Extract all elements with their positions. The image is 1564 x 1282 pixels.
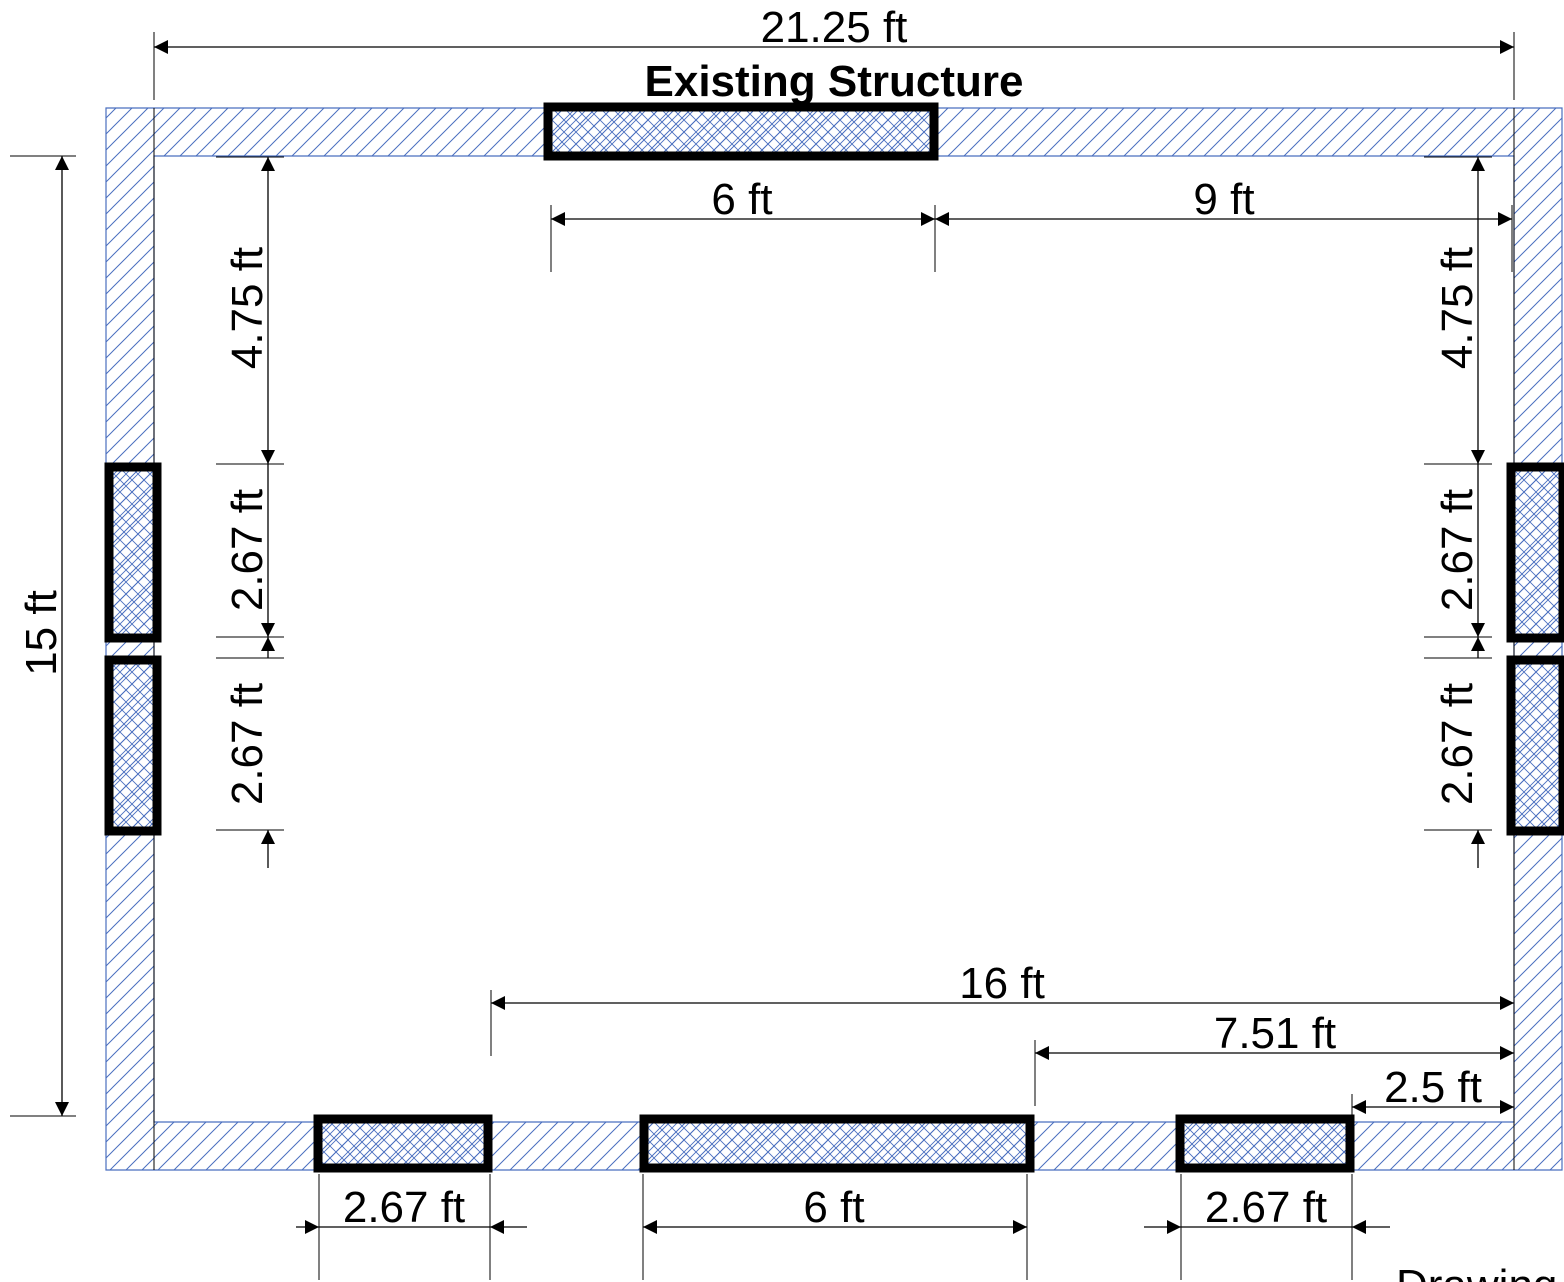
right-top-offset-label: 4.75 ft xyxy=(1433,247,1482,369)
right-window-1 xyxy=(1506,462,1564,643)
left-window-1-label: 2.67 ft xyxy=(223,489,272,611)
dimension-bottom-16: 16 ft xyxy=(490,959,1515,1100)
right-window-1-label: 2.67 ft xyxy=(1433,489,1482,611)
bottom-door-mid-label: 6 ft xyxy=(803,1183,864,1232)
dimension-right-side: 4.75 ft 2.67 ft 2.67 ft xyxy=(1424,156,1492,868)
right-window-2-label: 2.67 ft xyxy=(1433,683,1482,805)
overall-height-label: 15 ft xyxy=(17,590,66,676)
left-window-2 xyxy=(104,655,162,836)
dimension-bottom-25: 2.5 ft xyxy=(1351,1063,1514,1118)
bottom-window-right-label: 2.67 ft xyxy=(1205,1183,1327,1232)
dimension-top-opening: 6 ft xyxy=(550,175,936,272)
bottom-window-right xyxy=(1175,1114,1355,1173)
dimension-top-to-right: 9 ft xyxy=(935,175,1513,272)
left-window-2-label: 2.67 ft xyxy=(223,683,272,805)
left-window-1 xyxy=(104,462,162,643)
dimension-bottom-window-right: 2.67 ft xyxy=(1144,1174,1390,1280)
wall-outline xyxy=(105,107,1563,1171)
bottom-window-left xyxy=(313,1114,493,1173)
bottom-16-label: 16 ft xyxy=(959,959,1045,1008)
footer-label: Drawing S xyxy=(1396,1261,1564,1282)
dimension-bottom-751: 7.51 ft xyxy=(1034,1009,1514,1106)
bottom-door-mid xyxy=(639,1114,1035,1173)
right-window-2 xyxy=(1506,655,1564,836)
bottom-751-label: 7.51 ft xyxy=(1214,1009,1336,1058)
top-to-right-label: 9 ft xyxy=(1193,175,1254,224)
dimension-left-side: 4.75 ft 2.67 ft 2.67 ft xyxy=(216,156,284,868)
dimension-overall-width: 21.25 ft xyxy=(153,3,1515,100)
top-opening xyxy=(543,102,939,161)
drawing-title: Existing Structure xyxy=(645,57,1024,106)
dimension-bottom-window-left: 2.67 ft xyxy=(296,1174,527,1280)
left-top-offset-label: 4.75 ft xyxy=(223,247,272,369)
bottom-window-left-label: 2.67 ft xyxy=(343,1183,465,1232)
overall-width-label: 21.25 ft xyxy=(761,3,908,52)
dimension-bottom-door-mid: 6 ft xyxy=(642,1174,1028,1280)
top-opening-width-label: 6 ft xyxy=(711,175,772,224)
bottom-25-label: 2.5 ft xyxy=(1384,1063,1482,1112)
dimension-overall-height: 15 ft xyxy=(10,155,76,1117)
